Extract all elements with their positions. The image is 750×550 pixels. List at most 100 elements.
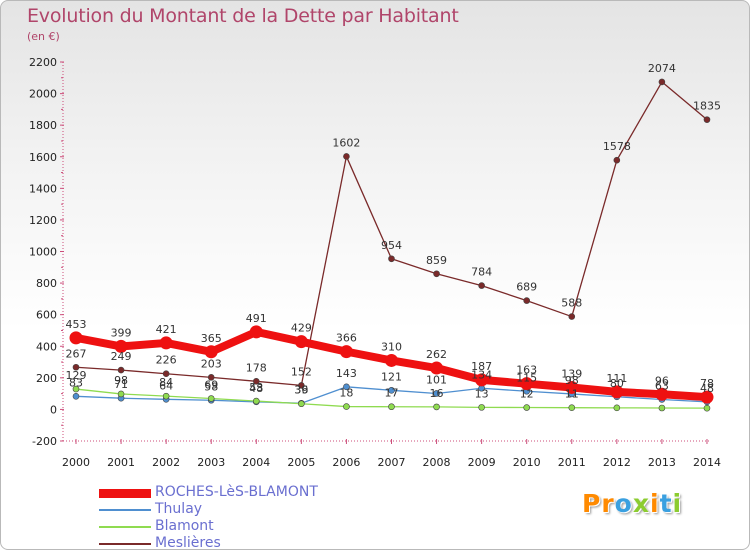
- data-point: [565, 380, 579, 394]
- data-point: [700, 390, 714, 404]
- data-label: 80: [610, 377, 624, 390]
- data-label: 12: [520, 388, 534, 401]
- data-point: [343, 153, 350, 160]
- x-tick-label: 2006: [332, 456, 360, 469]
- data-label: 98: [565, 374, 579, 387]
- data-label: 98: [114, 374, 128, 387]
- logo-letter: i: [650, 489, 660, 518]
- data-point: [520, 377, 534, 391]
- data-label: 17: [384, 387, 398, 400]
- data-point: [159, 336, 173, 350]
- data-label: 13: [475, 387, 489, 400]
- data-point: [523, 297, 531, 304]
- data-point: [433, 403, 440, 411]
- data-point: [610, 385, 624, 399]
- data-label: 588: [561, 297, 582, 310]
- data-point: [523, 404, 531, 411]
- data-point: [658, 78, 666, 86]
- data-point: [658, 404, 666, 412]
- legend-swatch: [99, 509, 151, 511]
- data-label: 11: [565, 388, 579, 401]
- logo-letter: i: [672, 489, 683, 518]
- data-label: 267: [66, 347, 87, 360]
- data-point: [72, 363, 80, 371]
- data-point: [568, 313, 576, 320]
- y-tick-label: 1800: [29, 119, 57, 132]
- data-label: 63: [655, 379, 669, 392]
- x-tick-label: 2007: [377, 456, 405, 469]
- x-tick-label: 2013: [648, 456, 676, 469]
- legend-swatch: [99, 488, 151, 498]
- data-label: 310: [381, 340, 402, 353]
- data-point: [388, 387, 395, 394]
- data-point: [69, 331, 83, 345]
- x-tick-label: 2009: [468, 456, 496, 469]
- data-point: [117, 366, 125, 374]
- data-label: 78: [700, 377, 714, 390]
- data-label: 399: [111, 326, 132, 339]
- data-label: 83: [69, 376, 83, 389]
- y-tick-label: -200: [32, 435, 57, 448]
- y-tick-label: 200: [36, 372, 57, 385]
- legend-label: Thulay: [155, 501, 203, 517]
- data-point: [703, 404, 711, 412]
- x-tick-label: 2008: [423, 456, 451, 469]
- data-label: 226: [156, 354, 177, 367]
- data-label: 1835: [693, 100, 721, 113]
- data-label: 429: [291, 322, 312, 335]
- data-label: 689: [516, 281, 537, 294]
- data-label: 111: [606, 372, 627, 385]
- data-label: 187: [471, 360, 492, 373]
- data-point: [475, 373, 489, 387]
- x-tick-label: 2012: [603, 456, 631, 469]
- data-point: [298, 400, 305, 408]
- data-label: 64: [159, 379, 173, 392]
- data-label: 178: [246, 361, 267, 374]
- data-point: [162, 392, 170, 400]
- data-label: 262: [426, 348, 447, 361]
- data-point: [430, 361, 444, 375]
- data-point: [478, 404, 485, 411]
- data-point: [703, 116, 711, 123]
- x-tick-label: 2005: [287, 456, 315, 469]
- data-label: 48: [700, 382, 714, 395]
- data-label: 453: [66, 318, 87, 331]
- data-label: 84: [159, 376, 173, 389]
- chart-unit-label: (en €): [27, 30, 60, 43]
- data-point: [339, 345, 353, 359]
- data-point: [613, 156, 621, 164]
- x-tick-label: 2011: [558, 456, 586, 469]
- data-point: [207, 395, 215, 402]
- data-point: [384, 353, 398, 367]
- data-point: [388, 255, 395, 263]
- data-label: 784: [471, 266, 492, 279]
- data-point: [162, 370, 170, 378]
- x-tick-label: 2014: [693, 456, 721, 469]
- x-tick-label: 2000: [62, 456, 90, 469]
- data-point: [204, 345, 218, 359]
- data-point: [249, 325, 263, 339]
- data-label: 53: [249, 381, 263, 394]
- y-tick-label: 1200: [29, 214, 57, 227]
- data-label: 58: [204, 380, 218, 393]
- data-label: 143: [336, 367, 357, 380]
- legend-swatch: [99, 543, 151, 545]
- data-point: [388, 403, 395, 411]
- data-point: [252, 397, 260, 405]
- legend-swatch: [99, 526, 151, 528]
- data-label: 115: [516, 371, 537, 384]
- data-label: 134: [471, 368, 492, 381]
- data-point: [117, 390, 125, 398]
- logo-letter: P: [582, 489, 602, 518]
- data-label: 71: [114, 378, 128, 391]
- data-point: [613, 404, 621, 412]
- data-point: [433, 270, 440, 278]
- y-tick-label: 2200: [29, 56, 57, 69]
- data-label: 101: [426, 373, 447, 386]
- data-label: 48: [249, 382, 263, 395]
- data-label: 2074: [648, 62, 676, 75]
- logo-letter: t: [659, 489, 673, 518]
- proxiti-logo: Proxiti: [582, 489, 682, 518]
- data-label: 859: [426, 254, 447, 267]
- data-point: [72, 385, 80, 393]
